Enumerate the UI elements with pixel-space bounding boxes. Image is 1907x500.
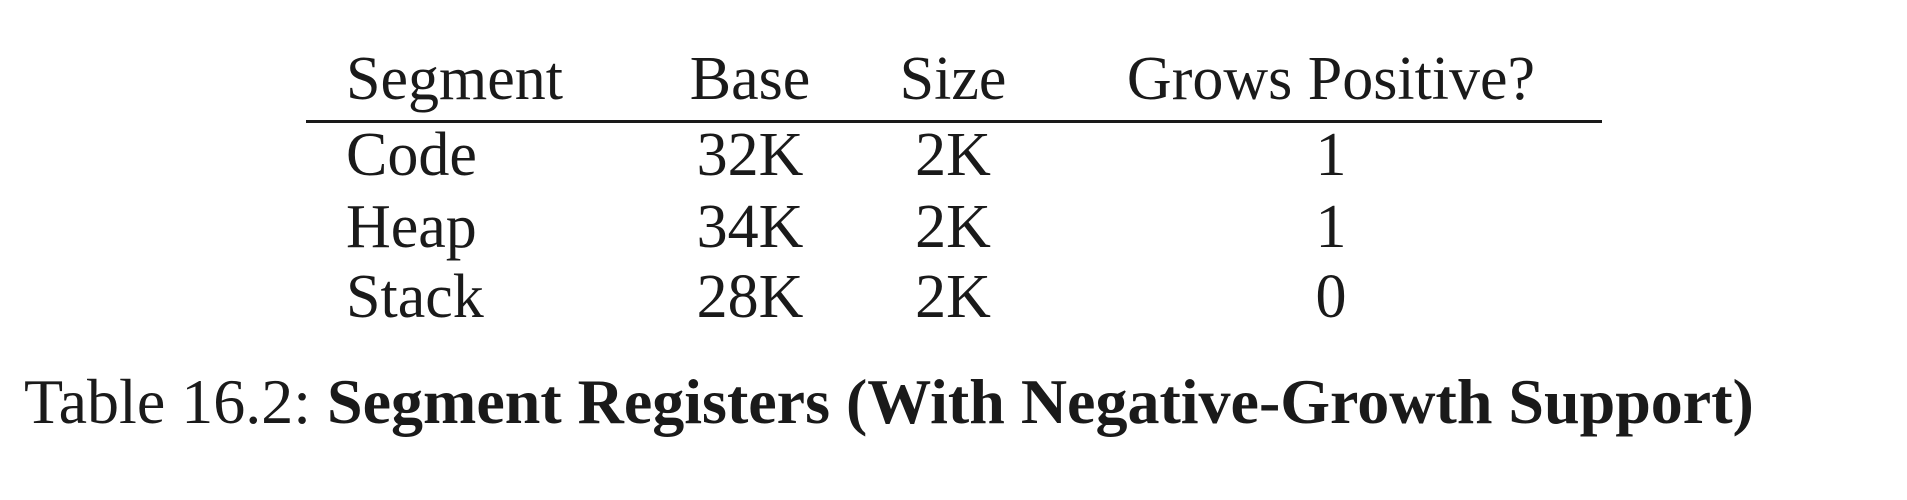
cell-grows-positive: 1 [1315,121,1347,189]
header-rule [306,120,1602,123]
caption-title: Segment Registers (With Negative-Growth … [327,366,1754,437]
cell-base: 34K [696,193,804,261]
cell-base: 28K [696,263,804,331]
caption-prefix: Table 16.2: [24,366,327,437]
cell-size: 2K [915,121,991,189]
cell-size: 2K [915,263,991,331]
header-grows-positive: Grows Positive? [1126,45,1536,113]
cell-segment: Stack [346,263,484,331]
cell-base: 32K [696,121,804,189]
header-segment: Segment [346,45,563,113]
segment-registers-table: Segment Base Size Grows Positive? Code 3… [306,45,1602,331]
header-base: Base [689,45,811,113]
header-size: Size [899,45,1007,113]
cell-segment: Heap [346,193,477,261]
table-caption: Table 16.2: Segment Registers (With Nega… [24,370,1754,434]
cell-grows-positive: 0 [1315,263,1347,331]
cell-grows-positive: 1 [1315,193,1347,261]
cell-segment: Code [346,121,477,189]
cell-size: 2K [915,193,991,261]
